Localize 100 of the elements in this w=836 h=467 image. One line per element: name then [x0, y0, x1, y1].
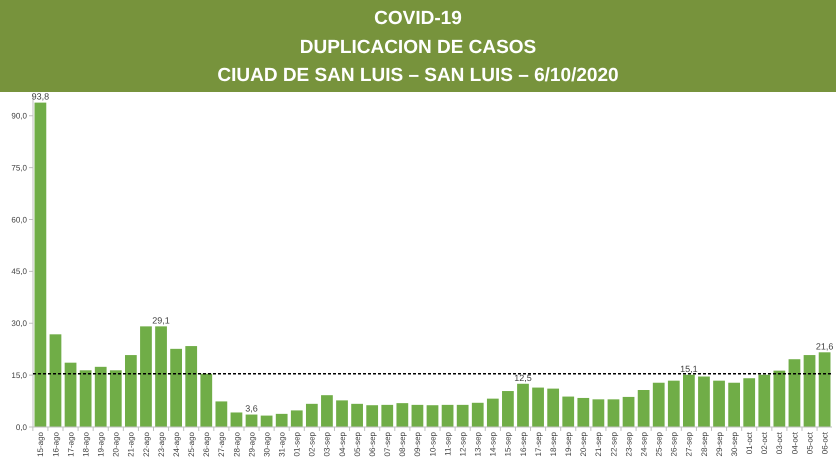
bar: [758, 374, 770, 427]
bar: [788, 359, 800, 427]
bar: [94, 366, 107, 427]
bar: [366, 405, 378, 427]
x-tick-label: 27-ago: [217, 431, 226, 457]
x-tick-label: 28-sep: [700, 431, 709, 456]
x-tick-label: 17-ago: [66, 431, 76, 457]
bar: [652, 382, 665, 427]
x-tick-label: 10-sep: [428, 431, 438, 456]
x-tick-label: 08-sep: [398, 431, 408, 456]
bar: [215, 401, 228, 427]
bar: [456, 404, 469, 427]
x-tick-label: 05-oct: [805, 431, 814, 454]
y-tick-label: 75,0: [11, 163, 28, 172]
bar: [260, 416, 272, 427]
bar: [140, 326, 152, 427]
bar: [622, 396, 634, 427]
x-tick-label: 18-ago: [81, 431, 90, 457]
bar: [246, 414, 258, 427]
bar: [532, 388, 544, 427]
bar: [472, 402, 484, 427]
x-tick-label: 17-sep: [534, 431, 543, 456]
data-label: 12,5: [514, 372, 532, 383]
x-tick-label: 26-ago: [202, 431, 212, 457]
x-tick-label: 09-sep: [413, 431, 422, 456]
x-tick-label: 27-sep: [684, 431, 694, 456]
x-tick-label: 25-sep: [654, 431, 664, 456]
x-tick-label: 29-sep: [714, 431, 724, 456]
bar: [306, 404, 318, 427]
bar: [728, 382, 740, 427]
x-tick-label: 24-ago: [172, 431, 181, 457]
bar: [64, 362, 76, 427]
x-tick-label: 14-sep: [488, 431, 498, 456]
x-tick-label: 03-sep: [322, 431, 332, 456]
y-tick-label: 60,0: [11, 215, 28, 224]
bar: [351, 404, 363, 427]
data-label: 3,6: [245, 404, 258, 414]
x-tick-label: 16-sep: [518, 431, 528, 456]
x-tick-label: 20-sep: [579, 431, 588, 456]
x-tick-label: 20-ago: [112, 431, 121, 457]
bar: [381, 404, 394, 427]
x-tick-label: 01-sep: [292, 431, 302, 456]
x-tick-label: 29-ago: [247, 431, 256, 457]
bar: [412, 404, 424, 427]
x-tick-label: 22-ago: [142, 431, 151, 457]
bar: [698, 376, 710, 427]
x-tick-label: 06-sep: [368, 431, 377, 456]
bar: [517, 384, 529, 427]
x-tick-label: 18-sep: [548, 431, 558, 456]
x-tick-label: 24-sep: [639, 431, 648, 456]
bar: [577, 398, 590, 427]
bar: [804, 355, 816, 427]
bar: [185, 346, 198, 427]
x-tick-label: 05-sep: [352, 431, 362, 456]
data-label: 93,8: [32, 92, 50, 102]
x-tick-label: 23-sep: [624, 431, 634, 456]
bar: [502, 391, 514, 427]
x-tick-label: 13-sep: [474, 431, 483, 456]
bar: [668, 380, 680, 427]
x-tick-label: 04-sep: [338, 431, 347, 456]
bar: [50, 334, 62, 427]
bar: [80, 370, 92, 427]
y-tick-label: 45,0: [11, 267, 28, 276]
x-tick-label: 16-ago: [51, 431, 60, 457]
x-tick-label: 03-oct: [775, 431, 784, 454]
bar: [170, 348, 182, 427]
x-tick-label: 02-sep: [308, 431, 317, 456]
chart-subtitle: DUPLICACION DE CASOS CIUAD DE SAN LUIS – SAN LUIS – 6/10/2020: [217, 37, 619, 86]
bar: [683, 374, 695, 427]
y-tick-label: 30,0: [11, 319, 28, 328]
x-tick-label: 11-sep: [443, 431, 452, 456]
bar: [396, 403, 408, 427]
bar: [200, 374, 212, 427]
bar: [110, 370, 122, 427]
data-label: 29,1: [152, 315, 170, 326]
bar: [155, 326, 167, 427]
bar: [336, 400, 348, 427]
bar: [276, 414, 288, 427]
x-tick-label: 21-sep: [594, 431, 604, 456]
x-tick-label: 30-sep: [730, 431, 739, 456]
bar: [608, 399, 620, 427]
x-tick-label: 19-sep: [564, 431, 574, 456]
data-label: 21,6: [816, 341, 834, 352]
bar: [743, 378, 756, 427]
y-tick-label: 0,0: [16, 422, 28, 432]
bar: [124, 355, 137, 427]
x-tick-label: 19-ago: [96, 431, 106, 457]
bar: [562, 396, 574, 427]
x-tick-label: 31-ago: [277, 431, 286, 457]
x-tick-label: 12-sep: [458, 431, 468, 456]
bar: [713, 380, 725, 427]
data-label: 15,1: [680, 364, 698, 374]
x-tick-label: 21-ago: [126, 431, 136, 457]
x-tick-label: 22-sep: [609, 431, 618, 456]
x-tick-label: 23-ago: [156, 431, 166, 457]
bar: [290, 410, 303, 427]
chart-title: COVID-19: [374, 8, 462, 29]
x-tick-label: 07-sep: [383, 431, 392, 456]
bar: [442, 404, 454, 427]
bar: [426, 405, 438, 427]
